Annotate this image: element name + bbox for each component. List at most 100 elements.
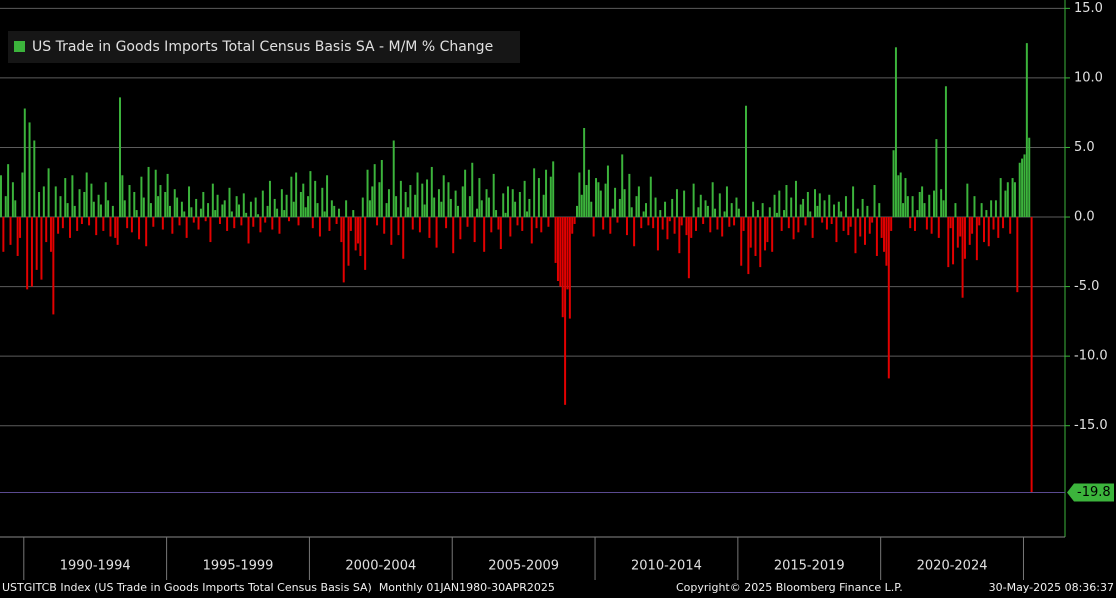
bar xyxy=(349,217,352,231)
bar xyxy=(64,178,67,218)
bar xyxy=(973,196,976,218)
bar xyxy=(314,180,317,218)
bar xyxy=(621,154,624,218)
bar xyxy=(442,175,445,218)
bar xyxy=(685,217,688,236)
bar xyxy=(126,217,129,229)
bar xyxy=(725,186,728,218)
bar xyxy=(245,212,248,218)
bar xyxy=(399,180,402,218)
bar xyxy=(935,139,938,218)
bar xyxy=(57,217,60,234)
bar xyxy=(518,191,521,218)
bar xyxy=(894,47,897,218)
bar xyxy=(238,204,240,218)
bar xyxy=(587,169,590,218)
bar xyxy=(1013,182,1016,218)
bar xyxy=(16,217,19,256)
bar xyxy=(866,205,869,218)
bar xyxy=(878,203,881,218)
bar xyxy=(668,217,671,222)
bar xyxy=(185,217,188,238)
bar xyxy=(368,200,371,218)
bar xyxy=(266,205,269,218)
bar xyxy=(168,205,171,218)
bar xyxy=(552,161,555,218)
bar xyxy=(433,197,436,218)
bar xyxy=(952,217,955,265)
bar xyxy=(959,217,962,237)
legend-label: US Trade in Goods Imports Total Census B… xyxy=(32,39,493,55)
bar xyxy=(130,217,133,233)
bar xyxy=(233,217,236,229)
bar xyxy=(21,172,24,218)
bar xyxy=(987,217,990,247)
bar xyxy=(545,169,548,218)
bar xyxy=(811,217,814,238)
bar xyxy=(404,191,407,218)
bar xyxy=(30,217,33,287)
bar xyxy=(83,191,86,218)
bar xyxy=(573,217,576,224)
bar xyxy=(340,217,343,243)
bar xyxy=(228,187,231,218)
bar xyxy=(890,217,893,231)
bar xyxy=(69,217,72,238)
bar xyxy=(28,122,31,218)
bar xyxy=(528,198,531,218)
bar xyxy=(140,176,143,218)
bar xyxy=(268,180,271,218)
bar xyxy=(276,208,279,218)
bar xyxy=(216,194,219,218)
bar xyxy=(85,172,88,218)
bar xyxy=(7,164,10,218)
bar xyxy=(968,217,971,245)
bar xyxy=(540,217,543,233)
bar xyxy=(221,204,224,218)
bar xyxy=(735,197,738,218)
bar xyxy=(992,217,995,230)
bar xyxy=(521,217,524,231)
bar xyxy=(240,217,243,226)
bar xyxy=(273,198,276,218)
bar xyxy=(309,171,312,218)
bar xyxy=(730,203,733,218)
bar xyxy=(797,217,800,233)
bar xyxy=(173,189,176,218)
bar xyxy=(326,175,329,218)
bar xyxy=(714,208,717,218)
bar xyxy=(478,178,481,218)
bar xyxy=(1021,158,1024,218)
bar xyxy=(407,207,409,218)
bar xyxy=(333,205,336,218)
bar xyxy=(204,217,207,222)
bar xyxy=(1016,217,1019,293)
bar xyxy=(585,185,588,218)
bar xyxy=(307,196,310,218)
bar xyxy=(330,200,333,218)
bar xyxy=(961,217,964,298)
bar xyxy=(680,217,683,226)
bar xyxy=(397,217,400,236)
bar xyxy=(868,217,871,234)
x-period-label: 2020-2024 xyxy=(917,559,988,574)
bar xyxy=(445,217,448,229)
bar xyxy=(614,187,617,218)
bar xyxy=(135,210,138,218)
bar xyxy=(702,217,705,224)
bar xyxy=(473,217,476,243)
bar xyxy=(985,210,988,218)
bar xyxy=(138,217,141,240)
bar xyxy=(625,217,628,236)
bar xyxy=(11,182,14,218)
bar xyxy=(207,203,210,218)
bar xyxy=(366,169,369,218)
bar xyxy=(133,191,136,218)
bar xyxy=(392,140,395,218)
bar xyxy=(954,203,957,218)
bar xyxy=(157,196,160,218)
bar xyxy=(426,179,429,218)
bar xyxy=(690,217,693,238)
bar xyxy=(164,191,167,218)
bar xyxy=(928,194,931,218)
